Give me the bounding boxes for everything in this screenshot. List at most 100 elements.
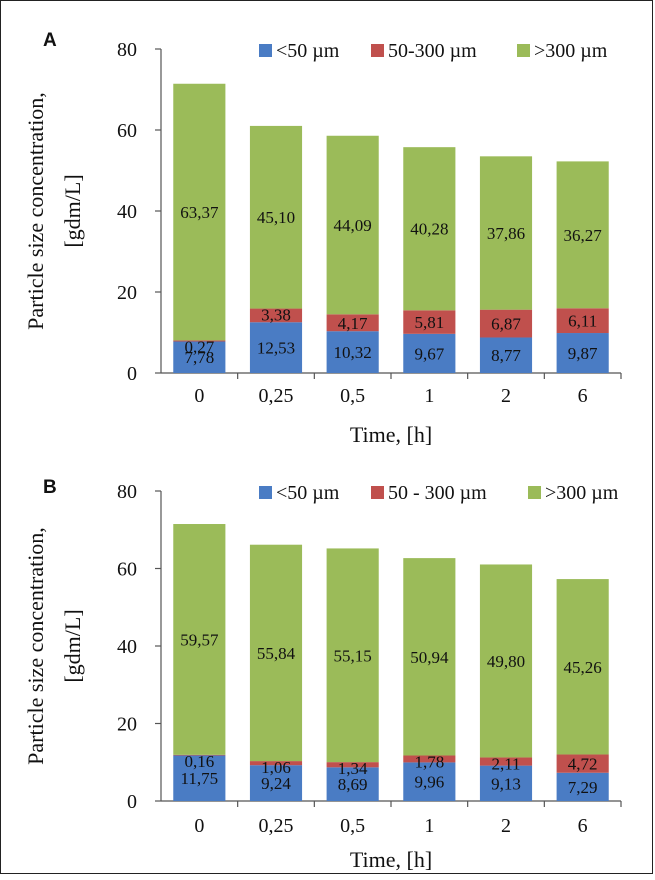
panel-b-xtick-label: 0,25 [259,815,294,837]
panel-b-data-label-mid: 1,34 [338,759,368,778]
panel-b-xtick-label: 0,5 [340,815,365,837]
panel-a-data-label-small: 10,32 [334,343,372,362]
panel-a-xtick-label: 0 [194,385,204,407]
panel-b-bar-3 [249,544,303,762]
panel-b-xtick-label: 1 [424,815,434,837]
panel-a-data-label-large: 37,86 [487,224,525,243]
panel-a-bar-2 [403,310,456,334]
panel-b-ytick-label: 20 [117,714,137,736]
panel-a-bar-2 [479,309,533,338]
panel-b-bar-1 [403,762,456,801]
panel-a-bar-3 [403,147,456,311]
panel-b-bar-3 [479,564,533,758]
panel-a-bar-1 [173,341,226,373]
panel-b-data-label-mid: 0,16 [184,752,214,771]
panel-b-ytick-label: 0 [127,791,137,813]
panel-a-legend-swatch-3 [517,44,530,57]
panel-a-ylabel-line2: [gdm/L] [60,174,85,247]
panel-a-legend-swatch-2 [371,44,384,57]
panel-b-bar-2 [556,754,609,773]
panel-a-bar-1 [556,333,609,373]
panel-b-bar-1 [479,765,533,801]
panel-b-legend-swatch-3 [528,486,541,499]
panel-b-data-label-large: 49,80 [487,652,525,671]
panel-b-bar-2 [403,755,456,763]
panel-a-data-label-large: 44,09 [334,216,372,235]
panel-b-bar-3 [326,548,379,763]
panel-b-legend-swatch-2 [371,486,384,499]
panel-b-bar-1 [326,767,379,801]
panel-a-ylabel-line1: Particle size concentration, [23,92,48,330]
panel-b-xlabel: Time, [h] [350,847,432,872]
panel-a-ytick-label: 20 [117,282,137,304]
panel-a-bar-2 [249,308,303,323]
panel-a-data-label-large: 40,28 [410,220,448,239]
panel-b-data-label-small: 9,13 [491,774,521,793]
panel-a-ytick-label: 60 [117,120,137,142]
panel-b-bar-3 [173,524,226,755]
panel-a-data-label-mid: 0,27 [184,337,214,356]
panel-b-data-label-small: 9,24 [261,774,291,793]
panel-b-data-label-large: 45,26 [564,658,602,677]
panel-a-data-label-small: 8,77 [491,346,521,365]
panel-a-data-label-large: 45,10 [257,208,295,227]
panel-a-data-label-mid: 3,38 [261,306,291,325]
panel-a-data-label-small: 9,67 [414,344,444,363]
panel-a-legend-label-3: >300 µm [534,40,608,62]
panel-a-bar-1 [326,331,379,373]
panel-b-data-label-large: 59,57 [180,630,219,649]
panel-b-bar-2 [326,762,379,768]
panel-b-letter: B [43,477,57,498]
panel-a-ytick-label: 40 [117,201,137,223]
panel-b-bar-2 [249,761,303,766]
panel-b-ylabel-line2: [gdm/L] [60,609,85,682]
panel-a-bar-2 [173,340,226,342]
panel-a-legend-label-2: 50-300 µm [388,40,477,62]
panel-a-bar-3 [173,83,226,341]
panel-b-legend-label-3: >300 µm [545,482,619,504]
panel-a-bar-3 [479,156,533,310]
panel-a-xtick-label: 0,5 [340,385,365,407]
panel-a-data-label-small: 7,78 [184,348,214,367]
panel-b-ytick-label: 80 [117,481,137,503]
panel-a-xlabel: Time, [h] [350,422,432,447]
panel-a-ytick-label: 0 [127,363,137,385]
panel-a-bar-3 [249,125,303,309]
panel-b-data-label-small: 9,96 [414,773,444,792]
panel-b-data-label-large: 55,15 [334,646,372,665]
panel-a-bar-1 [403,333,456,373]
panel-b-legend-label-2: 50 - 300 µm [388,482,487,504]
panel-a-bar-1 [249,322,303,373]
panel-a-bar-3 [556,161,609,309]
panel-a-data-label-mid: 6,87 [491,315,521,334]
panel-b-bar-3 [403,558,456,756]
panel-b-data-label-large: 55,84 [257,644,296,663]
panel-b-data-label-large: 50,94 [410,648,449,667]
panel-a-data-label-large: 36,27 [564,226,603,245]
panel-a-xtick-label: 0,25 [259,385,294,407]
panel-b-xtick-label: 0 [194,815,204,837]
panel-b-data-label-small: 7,29 [568,778,598,797]
panel-b-ylabel-line1: Particle size concentration, [23,527,48,765]
panel-b-data-label-small: 11,75 [181,769,219,788]
panel-a-bar-1 [479,337,533,373]
panel-b-data-label-mid: 1,06 [261,758,291,777]
panel-a-ytick-label: 80 [117,39,137,61]
panel-b-xtick-label: 6 [578,815,588,837]
panel-a-data-label-mid: 6,11 [568,312,597,331]
panel-a-bar-2 [556,308,609,334]
panel-a-xtick-label: 1 [424,385,434,407]
panel-a-data-label-mid: 5,81 [414,313,444,332]
panel-a-legend-label-1: <50 µm [276,40,340,62]
panel-a-data-label-large: 63,37 [180,203,219,222]
panel-a-data-label-small: 12,53 [257,339,295,358]
panel-b-bar-2 [173,754,226,756]
panel-b-ytick-label: 40 [117,636,137,658]
panel-a-xtick-label: 2 [501,385,511,407]
panel-b-bar-2 [479,757,533,766]
panel-a-data-label-mid: 4,17 [338,314,368,333]
panel-a-letter: A [43,30,57,51]
panel-a-bar-2 [326,314,379,332]
